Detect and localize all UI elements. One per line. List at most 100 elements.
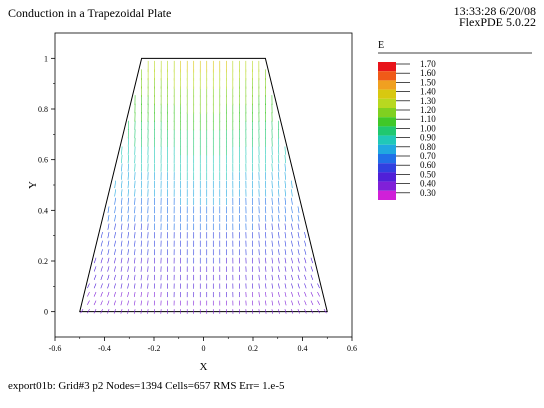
flux-vector <box>258 300 260 306</box>
legend-swatch <box>378 89 396 99</box>
flux-vector <box>278 180 280 189</box>
flux-vector <box>284 249 287 256</box>
flux-vector <box>284 180 286 189</box>
flux-vector <box>120 274 123 281</box>
flux-vector <box>120 249 123 256</box>
flux-vector <box>304 249 307 255</box>
flux-vector <box>147 283 149 289</box>
flux-vector <box>127 180 129 189</box>
flux-vector <box>265 300 267 306</box>
flux-vector <box>107 240 110 247</box>
flux-vector <box>80 308 84 314</box>
flux-vector <box>310 257 314 264</box>
flux-vector <box>127 206 129 214</box>
flux-vector <box>310 274 314 280</box>
flux-vector <box>114 249 116 255</box>
flux-vector <box>284 155 286 164</box>
flux-vector <box>291 309 294 314</box>
flux-vector <box>93 257 97 264</box>
flux-vector <box>114 223 116 230</box>
flux-vector <box>284 291 287 297</box>
flux-vector <box>297 274 300 281</box>
flux-vector <box>265 257 267 264</box>
flux-vector <box>114 214 116 222</box>
flux-vector <box>127 163 129 172</box>
flux-vector <box>113 309 116 314</box>
flux-vector <box>87 308 90 314</box>
legend-swatch <box>378 117 396 127</box>
legend-swatch <box>378 98 396 108</box>
flux-vector <box>120 283 123 289</box>
flux-vector <box>93 291 97 297</box>
flux-vector <box>278 163 280 172</box>
flux-vector <box>265 266 267 272</box>
legend-label: 1.40 <box>420 87 436 97</box>
flux-vector <box>140 214 142 222</box>
flux-vector <box>271 274 273 281</box>
flux-vector <box>121 163 123 172</box>
flux-vector <box>284 257 287 264</box>
flux-vector <box>107 266 110 272</box>
flux-vector <box>278 249 280 256</box>
x-tick-label: 0.2 <box>248 344 258 353</box>
domain-outline <box>79 57 328 313</box>
flux-vector <box>133 283 136 289</box>
legend-label: 0.40 <box>420 179 436 189</box>
flux-vector <box>284 206 287 214</box>
flux-vector <box>140 291 142 298</box>
flux-vector <box>291 266 293 272</box>
flux-vector <box>258 309 260 314</box>
flux-vector <box>140 300 142 306</box>
flux-vector <box>87 291 90 297</box>
flux-vector <box>265 309 267 314</box>
flux-vector <box>114 240 116 247</box>
flux-vector <box>140 266 142 272</box>
legend-swatch <box>378 181 396 191</box>
flux-vector <box>271 249 273 256</box>
flux-vector <box>134 189 136 197</box>
flux-vector <box>304 266 307 272</box>
flux-vector <box>291 197 293 205</box>
flux-vector <box>278 257 280 264</box>
legend-label: 1.20 <box>420 105 436 115</box>
flux-vector <box>291 214 293 222</box>
legend-swatch <box>378 126 396 136</box>
y-tick-label: 0 <box>44 308 48 317</box>
flux-vector <box>291 206 293 214</box>
flux-vector <box>100 283 103 289</box>
flux-vector <box>147 309 149 314</box>
flux-vector <box>284 283 287 289</box>
legend-label: 1.10 <box>420 114 436 124</box>
flux-vector <box>134 206 136 214</box>
flux-vector <box>127 291 129 298</box>
flux-vector <box>113 300 116 306</box>
flux-vector <box>278 206 280 214</box>
flux-vector <box>127 300 129 306</box>
y-tick-label: 0.4 <box>38 206 48 215</box>
flux-vector <box>120 232 123 239</box>
flux-vector <box>278 189 280 197</box>
flux-vector <box>291 223 293 230</box>
flux-vector <box>134 266 136 272</box>
flux-vector <box>284 223 287 230</box>
flux-vector <box>114 180 116 189</box>
flux-vector <box>297 223 300 230</box>
flux-vector <box>304 291 307 297</box>
legend-title: E <box>378 40 384 51</box>
flux-vector <box>304 257 307 264</box>
x-tick-label: 0 <box>202 344 206 353</box>
flux-vector <box>297 232 300 239</box>
legend-label: 0.80 <box>420 142 436 152</box>
y-tick-label: 1 <box>44 54 48 63</box>
flux-vector <box>323 308 327 314</box>
flux-vector <box>134 232 136 239</box>
flux-vector <box>100 249 103 255</box>
flux-vector <box>114 189 116 197</box>
flux-vector <box>107 249 110 255</box>
plot-frame <box>54 32 353 338</box>
legend-label: 1.60 <box>420 68 436 78</box>
flux-vector <box>297 257 300 264</box>
legend-swatch <box>378 135 396 145</box>
flux-vector <box>120 240 123 247</box>
flux-vector <box>278 309 280 314</box>
